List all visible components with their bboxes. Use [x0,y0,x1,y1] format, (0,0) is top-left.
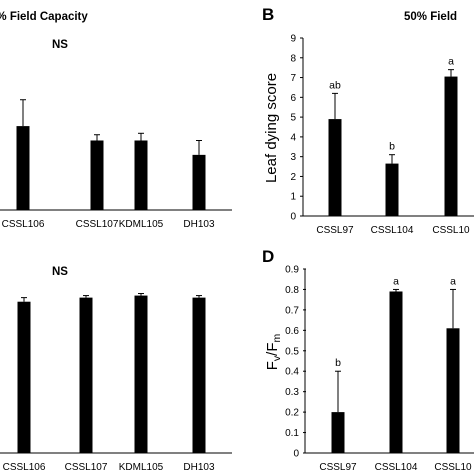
panel-b-y-tick-label: 3 [290,152,296,163]
panel-d-category-label: CSSL10 [434,462,472,473]
panel-b-y-tick-label: 7 [290,73,296,84]
panel-c-bars [17,293,206,453]
panel-d-y-tick-label: 0.3 [285,387,299,398]
panel-a-bar [16,126,30,210]
panel-a-bars [16,99,206,210]
panel-d-y-tick-label: 0 [293,449,299,460]
panel-d-category-label: CSSL97 [319,462,357,473]
panel-d-y-tick-label: 0.9 [285,265,299,276]
panel-a-categories: CSSL106 CSSL107 KDML105 DH103 [2,219,215,230]
panel-d-bar [331,412,345,453]
panel-a-bar [192,154,206,210]
panel-b-y-ticks: 0 1 2 3 4 5 6 7 8 9 [290,34,303,223]
panel-b-y-axis-label: Leaf dying score [263,73,280,183]
panel-d-significance-label: b [335,357,341,369]
panel-d-y-tick-label: 0.5 [285,346,299,357]
panel-d-letter: D [262,247,274,266]
panel-b-category-label: CSSL97 [316,225,354,236]
panel-d-y-axis-label: Fv/Fm [264,333,283,370]
panel-a-category-label: KDML105 [119,219,164,230]
panel-b-y-tick-label: 1 [290,192,296,203]
panel-a-bar [134,140,148,210]
panel-d-bar [389,291,403,453]
panel-d-significance-label: a [450,275,456,287]
panel-b-bar [444,76,458,216]
panel-b-significance-label: b [389,141,395,153]
panel-c-category-label: CSSL107 [65,462,108,473]
panel-b-letter: B [262,5,274,24]
panel-d-y-tick-label: 0.2 [285,408,299,419]
panel-a-title: 0% Field Capacity [0,11,88,23]
panel-a: 0% Field Capacity NS CSSL106 CSSL107KDML1… [0,11,232,230]
panel-b-y-tick-label: 4 [290,132,296,143]
panel-a-bar [90,140,104,210]
panel-b-y-tick-label: 9 [290,34,296,45]
panel-a-ns-label: NS [52,39,68,51]
panel-c-categories: CSSL106 CSSL107 KDML105 DH103 [3,462,215,473]
panel-b-y-tick-label: 0 [290,212,296,223]
panel-c: NS CSSL106 CSSL107 KDML105 DH103 [0,266,232,473]
panel-c-category-label: DH103 [183,462,215,473]
panel-b-category-label: CSSL10 [432,225,470,236]
panel-d-category-label: CSSL104 [375,462,418,473]
panel-c-bar [17,301,31,453]
panel-d-y-ticks: 0 0.1 0.2 0.3 0.4 0.5 0.6 0.7 0.8 0.9 [285,265,306,460]
panel-b-categories: CSSL97 CSSL104 CSSL10 [316,225,470,236]
panel-b-significance-label: ab [329,79,341,91]
panel-b-y-tick-label: 2 [290,172,296,183]
panel-d-y-tick-label: 0.7 [285,305,299,316]
panel-c-category-label: CSSL106 [3,462,46,473]
panel-a-category-label: DH103 [183,219,215,230]
panel-d: D Fv/Fm 0 0.1 0.2 0.3 0.4 0.5 0.6 0.7 0.8 0.9 b a a… [262,247,474,473]
panel-d-bars: b a a [331,275,460,453]
panel-a-category-label: CSSL106 [2,219,45,230]
panel-d-y-tick-label: 0.6 [285,326,299,337]
panel-a-category-label: CSSL107 [76,219,119,230]
panel-b-bar [385,163,399,216]
panel-c-category-label: KDML105 [119,462,164,473]
panel-d-bar [446,328,460,453]
panel-b-bar [328,119,342,216]
panel-d-categories: CSSL97 CSSL104 CSSL10 [319,462,472,473]
panel-b: B 50% Field Leaf dying score 0123456789 … [262,5,474,236]
panel-b-y-tick-label: 5 [290,113,296,124]
panel-b-significance-label: a [448,56,454,68]
panel-d-y-tick-label: 0.4 [285,367,299,378]
panel-b-title: 50% Field [404,11,457,23]
panel-c-bar [134,295,148,453]
panel-b-bars: ab b a [328,56,458,216]
panel-d-significance-label: a [393,275,399,287]
panel-d-y-tick-label: 0.1 [285,428,299,439]
panel-b-y-tick-label: 8 [290,53,296,64]
panel-d-y-tick-label: 0.8 [285,285,299,296]
panel-c-bar [79,297,93,453]
panel-c-ns-label: NS [52,266,68,278]
panel-c-bar [192,297,206,453]
panel-b-y-tick-label: 6 [290,93,296,104]
panel-b-category-label: CSSL104 [371,225,414,236]
